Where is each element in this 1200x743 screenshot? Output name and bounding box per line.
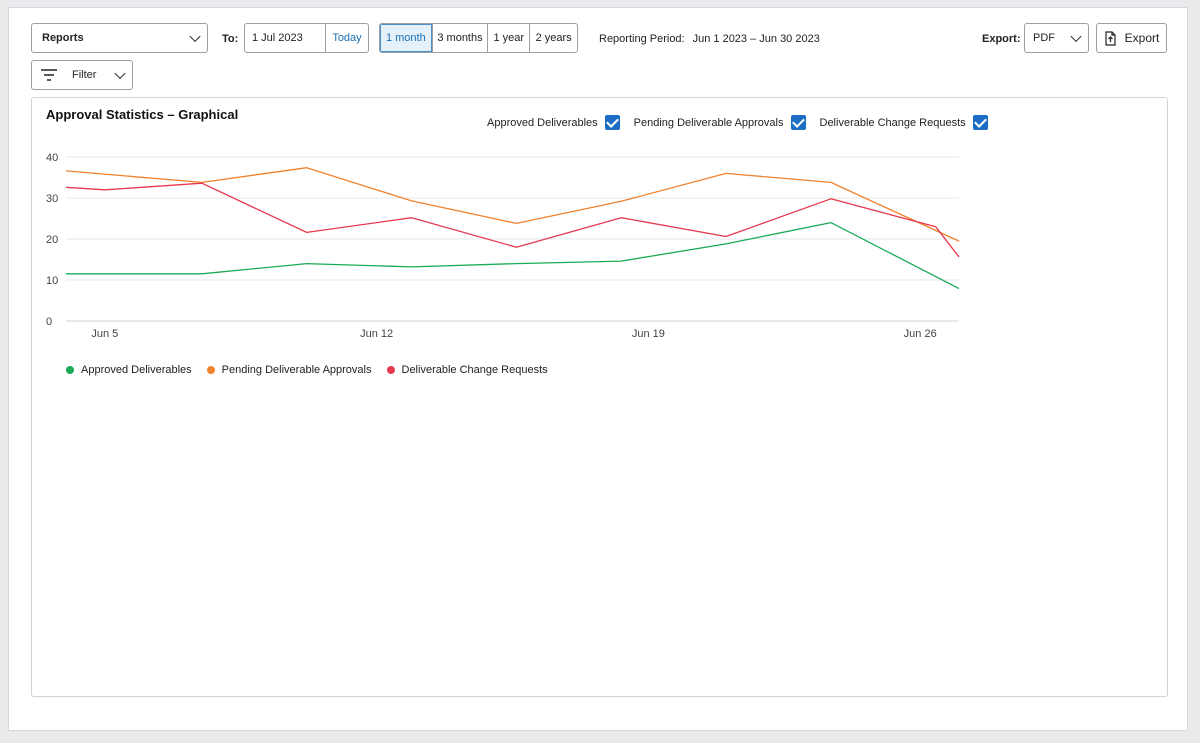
report-type-value: Reports (42, 32, 84, 44)
export-file-icon (1105, 30, 1116, 46)
chevron-down-icon (114, 67, 126, 80)
card-title: Approval Statistics – Graphical (46, 107, 239, 122)
legend-label: Approved Deliverables (81, 364, 192, 376)
y-tick-label: 0 (46, 316, 52, 328)
series-line (65, 167, 960, 242)
export-format-select[interactable]: PDF (1024, 23, 1089, 53)
y-tick-label: 10 (46, 275, 58, 287)
y-tick-label: 40 (46, 152, 58, 164)
reporting-period-label: Reporting Period: (599, 33, 685, 45)
x-tick-label: Jun 5 (91, 328, 118, 340)
range-2-years-button[interactable]: 2 years (529, 24, 577, 52)
to-date-label: To: (222, 33, 239, 45)
to-date-picker: Today (244, 23, 369, 53)
export-format-value: PDF (1033, 32, 1055, 44)
to-date-input[interactable] (245, 24, 325, 52)
report-type-select[interactable]: Reports (31, 23, 208, 53)
legend-item-deliverable-change-requests: Deliverable Change Requests (386, 364, 548, 376)
toggle-label: Deliverable Change Requests (819, 116, 966, 129)
filter-button-label: Filter (72, 69, 97, 81)
x-tick-label: Jun 19 (632, 328, 665, 340)
chart-legend: Approved Deliverables Pending Deliverabl… (66, 364, 548, 376)
toggle-label: Pending Deliverable Approvals (633, 116, 784, 129)
checkbox-checked-icon[interactable] (604, 115, 620, 130)
toggle-deliverable-change-requests[interactable]: Deliverable Change Requests (820, 115, 988, 130)
reporting-period-value: Jun 1 2023 – Jun 30 2023 (692, 33, 820, 45)
range-1-month-button[interactable]: 1 month (380, 24, 432, 52)
export-button-label: Export (1124, 31, 1160, 45)
chevron-down-icon (189, 30, 201, 43)
legend-dot-icon (66, 366, 74, 374)
checkbox-checked-icon[interactable] (972, 115, 988, 130)
toggle-approved-deliverables[interactable]: Approved Deliverables (487, 115, 620, 130)
series-line (65, 182, 960, 258)
export-button[interactable]: Export (1096, 23, 1167, 53)
x-tick-label: Jun 12 (360, 328, 393, 340)
filter-button[interactable]: Filter (31, 60, 133, 90)
legend-item-approved-deliverables: Approved Deliverables (66, 364, 192, 376)
export-format-label: Export: (982, 33, 1021, 45)
series-toggles: Approved Deliverables Pending Deliverabl… (487, 115, 988, 130)
app-window: Reports To: Today 1 month 3 months 1 yea… (8, 7, 1188, 731)
range-button-group: 1 month 3 months 1 year 2 years (379, 23, 578, 53)
chevron-down-icon (1070, 30, 1082, 43)
x-tick-label: Jun 26 (904, 328, 937, 340)
y-tick-label: 30 (46, 193, 58, 205)
legend-dot-icon (386, 366, 395, 374)
legend-dot-icon (206, 366, 215, 374)
range-3-months-button[interactable]: 3 months (431, 24, 488, 52)
today-button[interactable]: Today (325, 24, 368, 52)
reporting-period: Reporting Period: Jun 1 2023 – Jun 30 202… (599, 33, 820, 45)
y-tick-label: 20 (46, 234, 58, 246)
checkbox-checked-icon[interactable] (790, 115, 806, 130)
filter-icon (41, 69, 57, 81)
range-1-year-button[interactable]: 1 year (487, 24, 529, 52)
series-line (66, 221, 960, 290)
legend-label: Deliverable Change Requests (401, 364, 548, 376)
approval-statistics-card: Approval Statistics – Graphical Approved… (31, 97, 1168, 697)
toggle-pending-deliverable-approvals[interactable]: Pending Deliverable Approvals (634, 115, 806, 130)
line-chart: 0 10 20 30 40 Jun 5 Jun 12 Jun 19 Jun 26 (46, 152, 960, 340)
toggle-label: Approved Deliverables (487, 116, 598, 129)
legend-label: Pending Deliverable Approvals (221, 364, 372, 376)
legend-item-pending-deliverable-approvals: Pending Deliverable Approvals (206, 364, 372, 376)
